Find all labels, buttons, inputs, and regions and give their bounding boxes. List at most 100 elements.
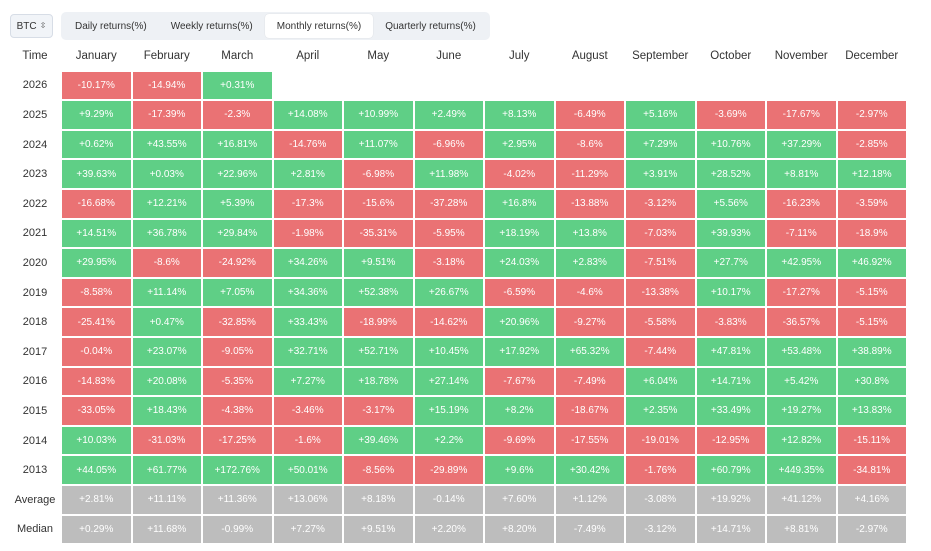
month-header: November [774, 49, 828, 62]
return-cell: -3.12% [626, 189, 695, 218]
return-cell: -10.17% [62, 71, 131, 100]
return-cell: -33.05% [62, 397, 131, 425]
summary-cell: -3.08% [626, 485, 695, 514]
return-cell: +14.51% [62, 219, 131, 248]
summary-row: Average +2.81% +11.11% +11.36% +13.06% +8.18%… [10, 485, 906, 514]
return-cell: -2.85% [837, 130, 906, 159]
return-cell: +30.42% [555, 456, 624, 484]
year-label: 2024 [22, 138, 48, 151]
asset-select-value: BTC [16, 20, 37, 32]
return-cell: -14.62% [414, 308, 483, 336]
return-cell: +39.46% [344, 426, 413, 455]
return-cell: -14.76% [273, 130, 342, 159]
chevron-updown-icon: ⇳ [39, 21, 47, 30]
return-cell: +65.32% [555, 337, 624, 366]
return-cell: +16.8% [485, 189, 554, 218]
return-cell: +14.08% [273, 101, 342, 129]
return-cell: -6.96% [414, 130, 483, 159]
year-label: 2016 [22, 375, 48, 388]
return-cell: +60.79% [696, 456, 765, 484]
return-cell: +13.8% [555, 219, 624, 248]
return-cell: -3.69% [696, 101, 765, 129]
return-cell: +11.07% [344, 130, 413, 159]
return-cell: +15.19% [414, 397, 483, 425]
return-cell: -3.83% [696, 308, 765, 336]
summary-row: Median +0.29% +11.68% -0.99% +7.27% +9.51% +2.… [10, 515, 906, 544]
return-cell: -36.57% [767, 308, 836, 336]
return-cell: -9.05% [203, 337, 272, 366]
asset-select[interactable]: BTC ⇳ [10, 14, 53, 38]
return-cell: -17.25% [203, 426, 272, 455]
summary-cell: -0.14% [414, 485, 483, 514]
return-cell: -1.98% [273, 219, 342, 248]
return-cell: +9.51% [344, 249, 413, 277]
return-cell: +52.38% [344, 278, 413, 307]
tab-daily-returns[interactable]: Daily returns(%) [75, 20, 147, 32]
return-cell: +0.62% [62, 130, 131, 159]
return-cell: -3.17% [344, 397, 413, 425]
year-row: 2018 -25.41% +0.47% -32.85% +33.43% -18.99% -1… [10, 308, 906, 336]
return-cell: +24.03% [485, 249, 554, 277]
summary-cell: -0.99% [203, 515, 272, 544]
empty-cell [626, 72, 695, 100]
return-cell: -3.59% [837, 189, 906, 218]
empty-cell [274, 72, 343, 100]
monthly-returns-table: Time January February March April May June Jul… [8, 40, 908, 545]
return-cell: -32.85% [203, 308, 272, 336]
return-cell: +20.96% [485, 308, 554, 336]
tab-weekly-returns[interactable]: Weekly returns(%) [170, 20, 253, 32]
return-cell: -29.89% [414, 456, 483, 484]
return-cell: -9.27% [555, 308, 624, 336]
year-label: 2017 [22, 345, 48, 358]
return-cell: +8.2% [485, 397, 554, 425]
return-cell: +38.89% [837, 337, 906, 366]
summary-cell: +41.12% [767, 485, 836, 514]
return-cell: +2.83% [555, 249, 624, 277]
return-cell: +449.35% [767, 456, 836, 484]
empty-cell [767, 72, 836, 100]
summary-label: Average [14, 493, 56, 506]
return-cell: -8.6% [132, 249, 201, 277]
return-cell: -35.31% [344, 219, 413, 248]
month-header: September [632, 49, 689, 62]
return-cell: -16.23% [767, 189, 836, 218]
return-cell: +39.63% [62, 160, 131, 188]
return-cell: +2.35% [626, 397, 695, 425]
summary-cell: +11.36% [203, 485, 272, 514]
tab-monthly-returns[interactable]: Monthly returns(%) [264, 14, 374, 38]
return-cell: -34.81% [837, 456, 906, 484]
return-cell: +53.48% [767, 337, 836, 366]
summary-cell: -2.97% [837, 515, 906, 544]
return-cell: +18.78% [344, 367, 413, 396]
return-cell: +2.81% [273, 160, 342, 188]
summary-cell: +7.60% [485, 485, 554, 514]
summary-cell: +13.06% [273, 485, 342, 514]
return-cell: +2.95% [485, 130, 554, 159]
summary-cell: +4.16% [837, 485, 906, 514]
month-header: October [710, 49, 752, 62]
return-cell: +46.92% [837, 249, 906, 277]
return-cell: +33.43% [273, 308, 342, 336]
return-cell: -5.58% [626, 308, 695, 336]
return-cell: +2.2% [414, 426, 483, 455]
return-cell: -7.11% [767, 219, 836, 248]
return-cell: -7.67% [485, 367, 554, 396]
summary-cell: +11.11% [132, 485, 201, 514]
month-header: June [436, 49, 462, 62]
return-cell: +17.92% [485, 337, 554, 366]
year-label: 2014 [22, 434, 48, 447]
summary-cell: -7.49% [555, 515, 624, 544]
return-cell: +37.29% [767, 130, 836, 159]
return-cell: -13.88% [555, 189, 624, 218]
empty-cell [556, 72, 625, 100]
tab-quarterly-returns[interactable]: Quarterly returns(%) [385, 20, 476, 32]
year-row: 2017 -0.04% +23.07% -9.05% +32.71% +52.71% +10… [10, 337, 906, 366]
return-cell: +36.78% [132, 219, 201, 248]
return-cell: -17.55% [555, 426, 624, 455]
return-cell: +5.42% [767, 367, 836, 396]
return-cell: +52.71% [344, 337, 413, 366]
month-header: April [296, 49, 320, 62]
summary-cell: +9.51% [344, 515, 413, 544]
return-cell: -11.29% [555, 160, 624, 188]
return-cell: +14.71% [696, 367, 765, 396]
